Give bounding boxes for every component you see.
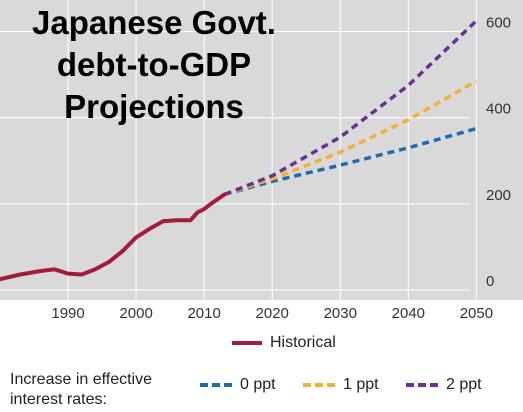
series-line-1-ppt [224,79,478,197]
grid [0,0,477,300]
legend-swatch-historical [232,341,262,345]
legend-1ppt: 1 ppt [303,376,379,394]
y-tick-label: 0 [486,273,494,290]
legend-note-line-1: Increase in effective [10,371,153,388]
x-tick-label: 2030 [324,305,357,322]
legend-historical: Historical [232,334,336,352]
series-layer [0,19,478,282]
legend-label-historical: Historical [270,334,336,351]
chart-title: Japanese Govt. debt-to-GDP Projections [4,2,304,128]
legend-swatch-0ppt [200,383,232,387]
chart-title-line-1: Japanese Govt. [32,4,276,41]
tick-labels: 0 200 400 600 1990 2000 2010 2020 2030 2040 2050 [51,15,511,322]
x-tick-label: 1990 [51,305,84,322]
legend-label-1ppt: 1 ppt [343,376,379,393]
x-tick-label: 2020 [256,305,289,322]
series-line-historical [0,192,227,282]
legend-0ppt: 0 ppt [200,376,276,394]
chart-title-line-2: debt-to-GDP [56,46,252,83]
plot-background [0,0,523,300]
y-tick-label: 600 [486,15,511,32]
x-tick-label: 2010 [187,305,220,322]
x-tick-label: 2000 [119,305,152,322]
y-tick-label: 200 [486,187,511,204]
x-tick-label: 2040 [392,305,425,322]
series-line-2-ppt [223,19,478,197]
legend-label-0ppt: 0 ppt [240,376,276,393]
legend-swatch-1ppt [303,383,335,387]
y-tick-label: 400 [486,101,511,118]
legend-2ppt: 2 ppt [406,376,482,394]
x-tick-label: 2050 [460,305,493,322]
legend-label-2ppt: 2 ppt [446,376,482,393]
legend-swatch-2ppt [406,383,438,387]
chart-title-line-3: Projections [64,88,244,125]
legend-note: Increase in effective interest rates: [10,370,200,410]
legend-note-line-2: interest rates: [10,391,107,408]
